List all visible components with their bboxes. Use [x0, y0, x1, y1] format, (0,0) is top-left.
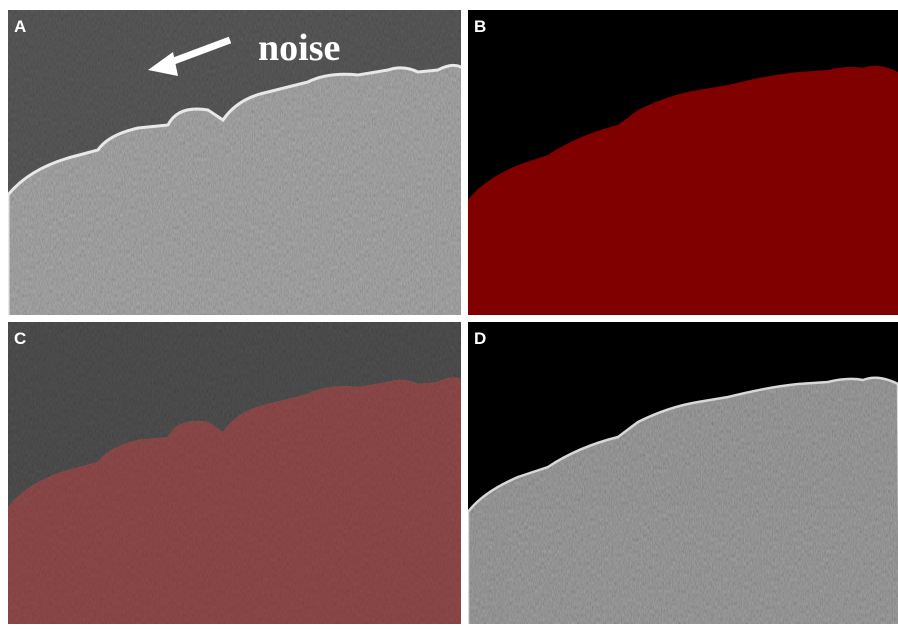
panel-d: D	[468, 322, 898, 624]
figure: noise A B C D	[0, 0, 898, 624]
panel-label: C	[14, 329, 26, 348]
panel-label: D	[474, 329, 486, 348]
panel-label: B	[474, 17, 486, 36]
panel-b: B	[468, 10, 898, 320]
panel-c: C	[8, 322, 463, 624]
panel-label: A	[14, 17, 26, 36]
panel-a: noise A	[8, 10, 463, 320]
annotation: noise	[258, 27, 340, 69]
